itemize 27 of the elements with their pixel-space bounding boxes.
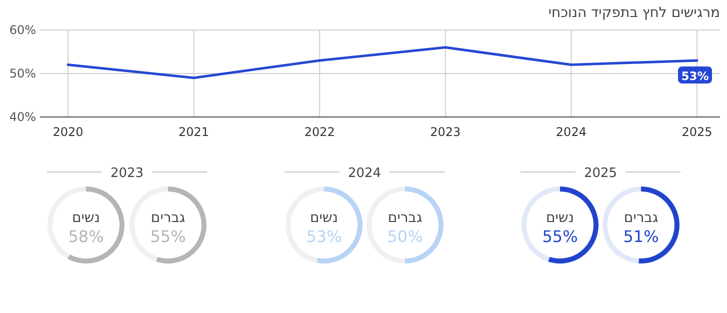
- x-tick-label: 2021: [178, 125, 210, 139]
- chart-title: 2023: [110, 166, 144, 181]
- x-tick-label: 2025: [682, 125, 712, 139]
- data-label: 58%: [68, 227, 104, 246]
- data-label: 51%: [623, 227, 659, 246]
- data-label: 55%: [150, 227, 186, 246]
- data-label: 53%: [681, 68, 710, 83]
- slice-label: נשים: [310, 210, 338, 226]
- x-tick-label: 2023: [430, 125, 461, 139]
- slice-label: גברים: [150, 210, 186, 226]
- slice-label: גברים: [624, 210, 658, 226]
- chart-title: 2025: [584, 166, 618, 181]
- x-tick-label: 2024: [556, 125, 586, 139]
- data-label: 55%: [542, 227, 578, 246]
- chart-title: מרגישים לחץ בתפקיד הנוכחי: [548, 5, 720, 21]
- chart-title: 2024: [348, 166, 382, 181]
- slice-label: נשים: [546, 210, 574, 226]
- y-tick-label: 50%: [9, 66, 36, 80]
- donut-slice: [67, 186, 124, 264]
- data-label: 50%: [387, 227, 423, 246]
- data-label: 53%: [306, 227, 342, 246]
- slice-label: גברים: [388, 210, 422, 226]
- slice-label: נשים: [72, 210, 100, 226]
- y-tick-label: 60%: [9, 23, 36, 37]
- y-tick-label: 40%: [9, 110, 36, 124]
- x-tick-label: 2022: [304, 125, 335, 139]
- x-tick-label: 2020: [52, 125, 84, 139]
